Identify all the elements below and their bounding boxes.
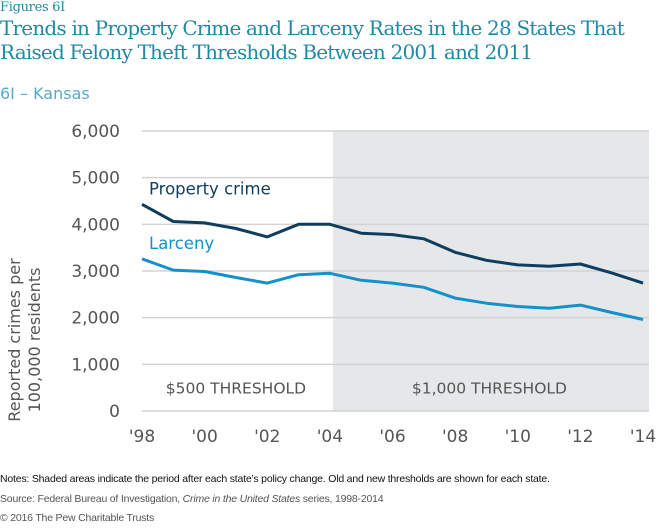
series-labels: Property crime Larceny — [149, 179, 271, 253]
threshold-labels: $500 THRESHOLD $1,000 THRESHOLD — [166, 380, 567, 398]
x-tick-label: '08 — [442, 427, 468, 447]
chart-source: Source: Federal Bureau of Investigation,… — [0, 493, 384, 505]
series-line-larceny — [141, 257, 644, 321]
figure-label: Figures 6I — [0, 0, 65, 15]
x-tick-label: '14 — [630, 427, 656, 447]
copyright: © 2016 The Pew Charitable Trusts — [0, 512, 155, 524]
y-axis-label-line2: 100,000 residents — [25, 268, 44, 413]
series-label: Larceny — [149, 234, 214, 253]
y-tick-label: 0 — [109, 402, 120, 422]
x-tick-label: '10 — [505, 427, 531, 447]
y-axis-ticks: 0 1,000 2,000 3,000 4,000 5,000 6,000 — [71, 122, 120, 422]
x-tick-label: '06 — [379, 427, 405, 447]
x-tick-label: '04 — [317, 427, 343, 447]
series-label: Property crime — [149, 179, 271, 198]
line-chart: 0 1,000 2,000 3,000 4,000 5,000 6,000 '98 '00 '0… — [5, 122, 656, 447]
y-axis-label-line1: Reported crimes per — [5, 258, 24, 422]
threshold-label: $1,000 THRESHOLD — [412, 380, 567, 398]
y-tick-label: 3,000 — [71, 262, 120, 282]
x-tick-label: '98 — [129, 427, 155, 447]
source-suffix: series, 1998-2014 — [300, 493, 384, 505]
threshold-label: $500 THRESHOLD — [166, 380, 306, 398]
x-axis-ticks: '98 '00 '02 '04 '06 '08 '10 '12 '14 — [129, 427, 656, 447]
source-publication: Crime in the United States — [182, 493, 301, 505]
chart-title: Trends in Property Crime and Larceny Rat… — [0, 16, 625, 64]
series-lines — [141, 202, 644, 321]
chart-subtitle: 6I – Kansas — [0, 84, 90, 103]
x-tick-label: '12 — [567, 427, 593, 447]
y-tick-label: 2,000 — [71, 309, 120, 329]
y-tick-label: 1,000 — [71, 355, 120, 375]
source-prefix: Source: Federal Bureau of Investigation, — [0, 493, 183, 505]
y-tick-label: 6,000 — [71, 122, 120, 142]
chart-notes: Notes: Shaded areas indicate the period … — [0, 473, 550, 485]
gridlines — [142, 130, 649, 412]
x-tick-label: '02 — [254, 427, 280, 447]
x-tick-label: '00 — [191, 427, 217, 447]
y-tick-label: 5,000 — [71, 169, 120, 189]
y-tick-label: 4,000 — [71, 215, 120, 235]
